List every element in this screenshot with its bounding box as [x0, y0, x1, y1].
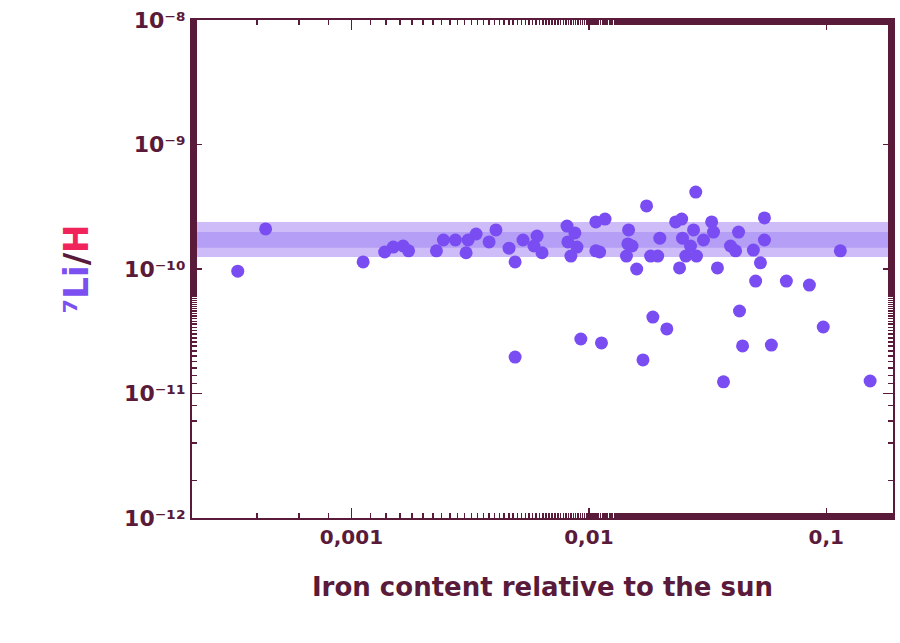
svg-text:0,01: 0,01: [564, 525, 613, 549]
svg-text:0,1: 0,1: [809, 525, 844, 549]
svg-text:Iron content relative to the s: Iron content relative to the sun: [312, 572, 773, 602]
svg-text:0,001: 0,001: [320, 525, 383, 549]
svg-text:10⁻⁸: 10⁻⁸: [134, 8, 186, 33]
svg-text:10⁻⁹: 10⁻⁹: [134, 132, 186, 157]
svg-text:10⁻¹⁰: 10⁻¹⁰: [124, 257, 186, 282]
svg-text:10⁻¹¹: 10⁻¹¹: [124, 381, 186, 406]
svg-text:10⁻¹²: 10⁻¹²: [124, 506, 186, 531]
svg-text:⁷Li/H: ⁷Li/H: [56, 224, 96, 313]
